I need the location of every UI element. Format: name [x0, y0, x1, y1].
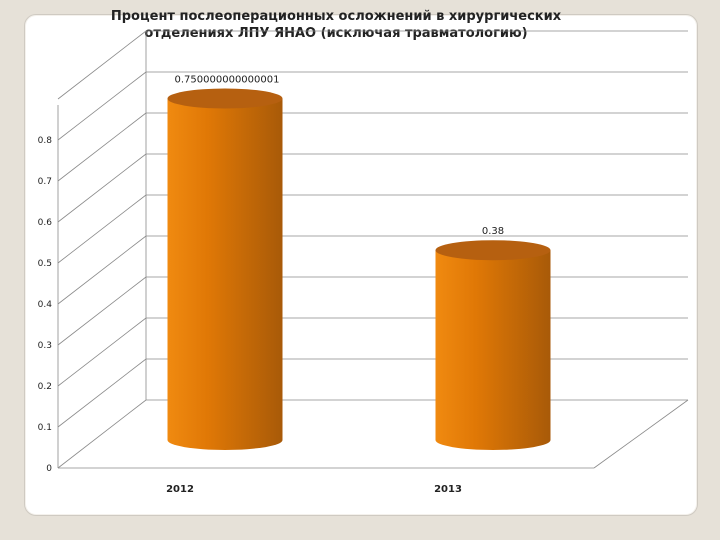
gridline-side: [57, 276, 147, 346]
y-tick-label: 0.5: [38, 259, 52, 269]
slide-panel: [24, 14, 698, 516]
chart-title: Процент послеоперационных осложнений в х…: [0, 8, 672, 42]
gridline-side: [57, 194, 147, 264]
y-tick-label: 0.7: [38, 177, 52, 187]
gridline-side: [57, 399, 147, 469]
y-tick-label: 0.1: [38, 423, 52, 433]
bar-top-2013: [435, 240, 551, 261]
x-tick-label: 2012: [166, 484, 194, 495]
x-tick-label: 2013: [434, 484, 462, 495]
y-tick-label: 0.6: [38, 218, 53, 228]
chart-title-line-2: отделениях ЛПУ ЯНАО (исключая травматоло…: [144, 26, 528, 41]
data-label: 0.38: [482, 226, 504, 237]
bar-2012: [167, 98, 283, 450]
y-tick-label: 0.3: [38, 341, 52, 351]
y-tick-label: 0.2: [38, 382, 52, 392]
axes: 0 0.1 0.2 0.3 0.4 0.5 0.6 0.7 0.8: [38, 31, 689, 474]
chart-title-line-1: Процент послеоперационных осложнений в х…: [110, 9, 562, 24]
gridline-side: [57, 71, 147, 141]
labels: 0.750000000000001 2012 0.38 2013: [166, 75, 504, 496]
y-tick-label: 0: [46, 464, 52, 474]
gridline-side: [57, 112, 147, 182]
floor-right-edge: [593, 399, 689, 469]
gridline-side: [57, 30, 147, 100]
bars: [167, 88, 551, 450]
gridlines: [57, 30, 688, 469]
gridline-side: [57, 153, 147, 223]
gridline-side: [57, 317, 147, 387]
y-tick-label: 0.8: [38, 136, 53, 146]
gridline-side: [57, 235, 147, 305]
bar-top-2012: [167, 88, 283, 109]
bar-2013: [435, 250, 551, 450]
data-label: 0.750000000000001: [175, 75, 280, 86]
y-tick-label: 0.4: [38, 300, 53, 310]
gridline-side: [57, 358, 147, 428]
